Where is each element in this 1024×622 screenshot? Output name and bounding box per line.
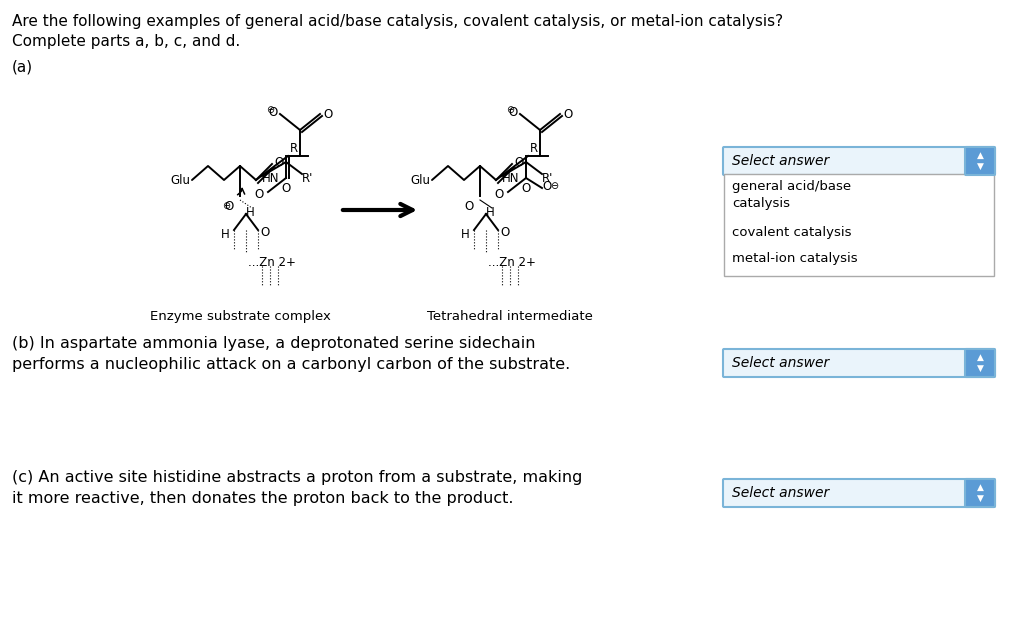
Text: Select answer: Select answer — [732, 356, 829, 370]
Text: Tetrahedral intermediate: Tetrahedral intermediate — [427, 310, 593, 323]
Text: O: O — [323, 108, 332, 121]
Text: O: O — [542, 180, 551, 192]
FancyBboxPatch shape — [723, 479, 995, 507]
Text: HN: HN — [262, 172, 280, 185]
FancyBboxPatch shape — [965, 349, 995, 377]
Text: O: O — [260, 226, 269, 238]
Text: H: H — [246, 206, 254, 219]
Text: (b) In aspartate ammonia lyase, a deprotonated serine sidechain
performs a nucle: (b) In aspartate ammonia lyase, a deprot… — [12, 336, 570, 372]
Text: O: O — [465, 200, 474, 213]
Text: O: O — [274, 156, 284, 169]
Text: Complete parts a, b, c, and d.: Complete parts a, b, c, and d. — [12, 34, 241, 49]
Text: covalent catalysis: covalent catalysis — [732, 226, 852, 239]
Text: ▼: ▼ — [977, 162, 983, 170]
Text: ▲: ▲ — [977, 151, 983, 160]
Text: ⊖: ⊖ — [266, 105, 274, 115]
Text: R: R — [530, 141, 539, 154]
FancyBboxPatch shape — [723, 349, 995, 377]
Text: ▲: ▲ — [977, 353, 983, 362]
Text: O: O — [224, 200, 234, 213]
Text: HN: HN — [502, 172, 519, 185]
FancyBboxPatch shape — [965, 479, 995, 507]
Text: O: O — [521, 182, 530, 195]
FancyBboxPatch shape — [965, 147, 995, 175]
Text: ▼: ▼ — [977, 364, 983, 373]
Text: metal-ion catalysis: metal-ion catalysis — [732, 252, 858, 265]
Text: R: R — [290, 141, 298, 154]
FancyBboxPatch shape — [723, 147, 995, 175]
Text: H: H — [485, 206, 495, 219]
Text: ...Zn 2+: ...Zn 2+ — [248, 256, 296, 269]
Text: O: O — [563, 108, 572, 121]
Text: O: O — [495, 187, 504, 200]
Text: ⊖: ⊖ — [222, 201, 230, 211]
Text: Select answer: Select answer — [732, 486, 829, 500]
Text: Glu: Glu — [170, 174, 190, 187]
Bar — [966, 480, 994, 506]
Text: R': R' — [302, 172, 313, 185]
Text: ▼: ▼ — [977, 494, 983, 503]
Text: H: H — [221, 228, 230, 241]
Text: Are the following examples of general acid/base catalysis, covalent catalysis, o: Are the following examples of general ac… — [12, 14, 783, 29]
Bar — [966, 148, 994, 174]
Bar — [966, 350, 994, 376]
Text: ...Zn 2+: ...Zn 2+ — [488, 256, 536, 269]
Text: Enzyme substrate complex: Enzyme substrate complex — [150, 310, 331, 323]
Text: Glu: Glu — [410, 174, 430, 187]
Text: O: O — [282, 182, 291, 195]
Text: O: O — [509, 106, 518, 119]
Text: O: O — [514, 156, 523, 169]
Bar — [724, 174, 994, 276]
Text: O: O — [500, 226, 509, 238]
Text: ▲: ▲ — [977, 483, 983, 492]
Text: O: O — [255, 187, 264, 200]
Text: (a): (a) — [12, 60, 33, 75]
Text: general acid/base
catalysis: general acid/base catalysis — [732, 180, 851, 210]
Text: O: O — [268, 106, 278, 119]
Text: R': R' — [542, 172, 553, 185]
Text: Select answer: Select answer — [732, 154, 829, 168]
Text: ⊖: ⊖ — [550, 181, 558, 191]
Text: H: H — [461, 228, 470, 241]
Text: ⊖: ⊖ — [506, 105, 514, 115]
Text: (c) An active site histidine abstracts a proton from a substrate, making
it more: (c) An active site histidine abstracts a… — [12, 470, 583, 506]
